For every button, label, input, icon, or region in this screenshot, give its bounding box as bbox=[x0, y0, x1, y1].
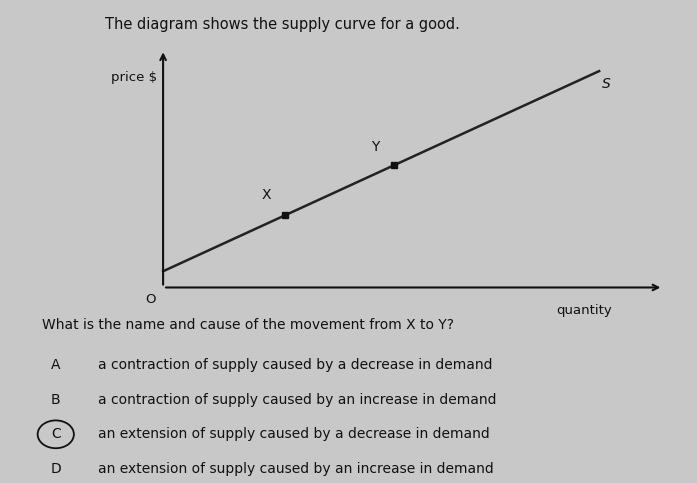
Text: D: D bbox=[50, 462, 61, 476]
Text: an extension of supply caused by an increase in demand: an extension of supply caused by an incr… bbox=[98, 462, 493, 476]
Text: Y: Y bbox=[371, 141, 379, 155]
Text: S: S bbox=[602, 76, 611, 90]
Text: quantity: quantity bbox=[556, 304, 612, 317]
Text: price $: price $ bbox=[111, 71, 157, 84]
Text: a contraction of supply caused by an increase in demand: a contraction of supply caused by an inc… bbox=[98, 393, 496, 407]
Text: X: X bbox=[261, 188, 270, 202]
Text: an extension of supply caused by a decrease in demand: an extension of supply caused by a decre… bbox=[98, 427, 489, 441]
Text: a contraction of supply caused by a decrease in demand: a contraction of supply caused by a decr… bbox=[98, 358, 492, 372]
Text: B: B bbox=[51, 393, 61, 407]
Text: C: C bbox=[51, 427, 61, 441]
Text: What is the name and cause of the movement from X to Y?: What is the name and cause of the moveme… bbox=[42, 318, 454, 332]
Text: A: A bbox=[51, 358, 61, 372]
Text: O: O bbox=[145, 293, 155, 306]
Text: The diagram shows the supply curve for a good.: The diagram shows the supply curve for a… bbox=[105, 17, 459, 32]
